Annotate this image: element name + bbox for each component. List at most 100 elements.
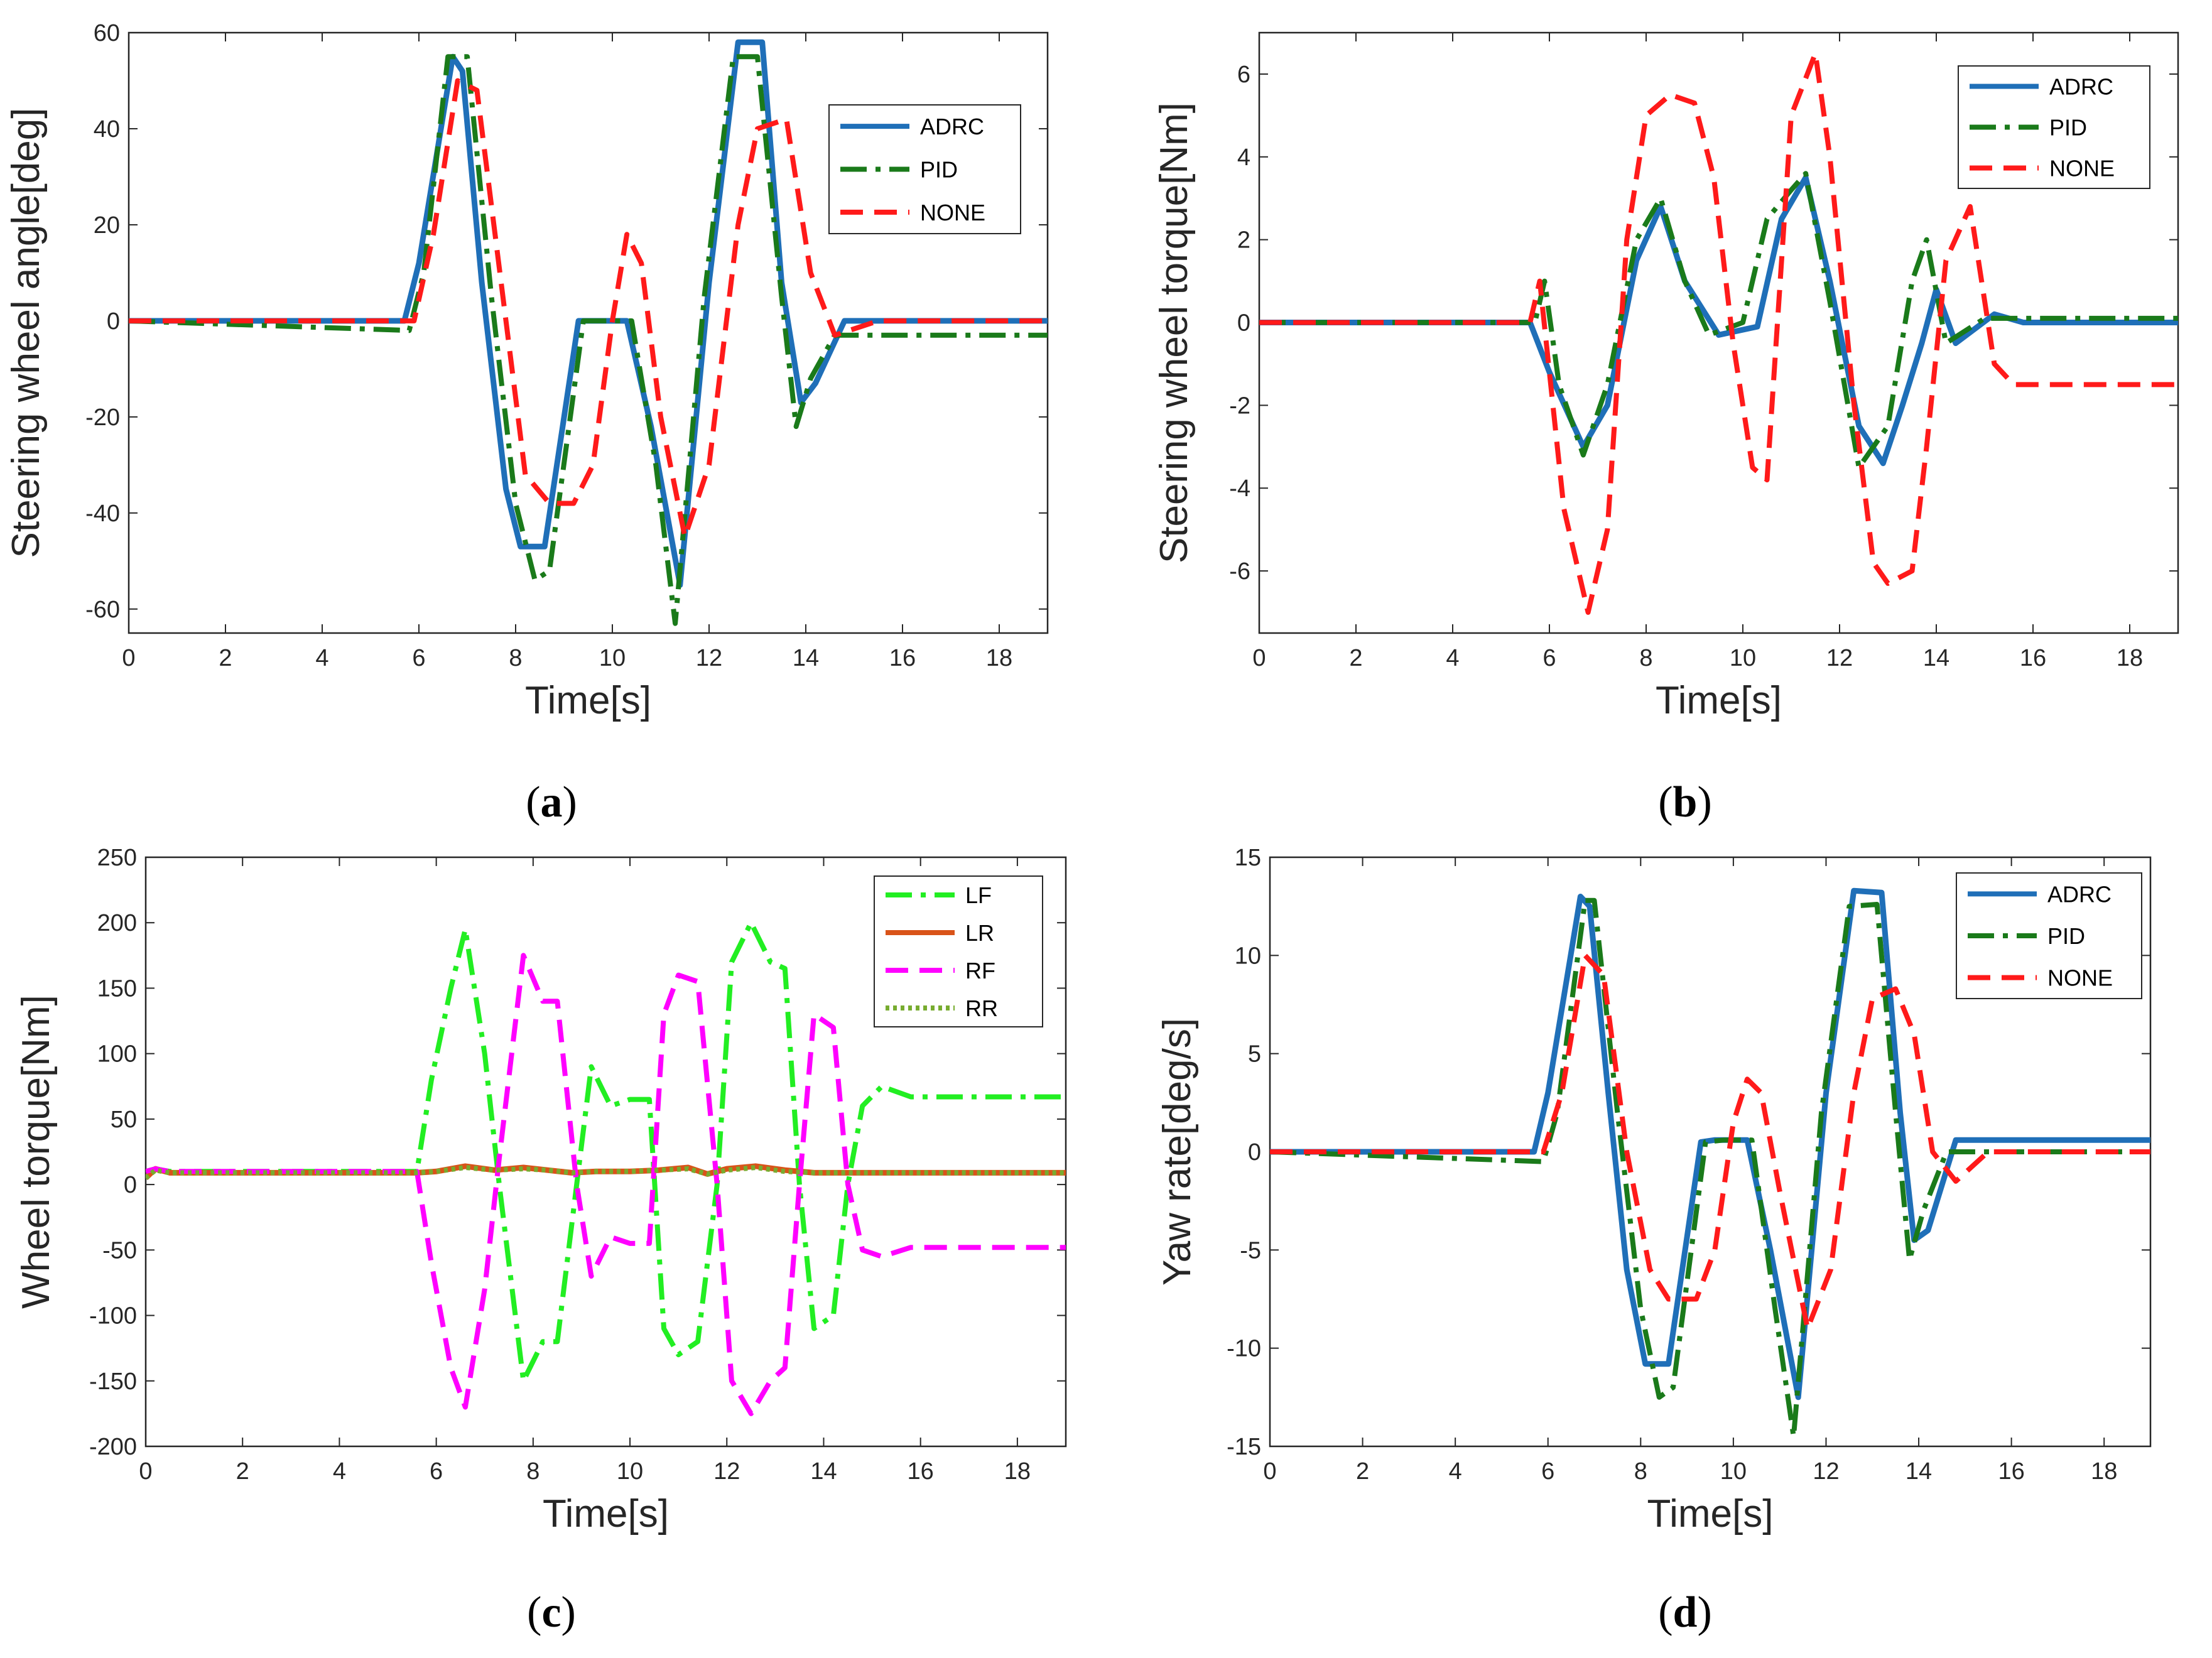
x-tick-label: 14	[793, 645, 819, 671]
legend: ADRC PID NONE	[1958, 65, 2150, 189]
y-tick-label: 50	[111, 1107, 137, 1133]
legend-label-adrc: ADRC	[2049, 74, 2113, 100]
series-line-lf	[146, 920, 1066, 1384]
legend: ADRC PID NONE	[1956, 872, 2142, 999]
legend: ADRC PID NONE	[828, 104, 1021, 234]
y-tick-label: 0	[107, 308, 120, 335]
y-axis-label: Wheel torque[Nm]	[14, 995, 58, 1309]
y-tick-label: -100	[89, 1303, 137, 1330]
legend-label-pid: PID	[2047, 923, 2085, 949]
series-line-none	[129, 78, 1048, 539]
x-tick-label: 8	[1639, 645, 1652, 671]
y-tick-label: 0	[1248, 1139, 1261, 1166]
y-tick-label: 5	[1248, 1041, 1261, 1068]
subfigure-caption: (c)	[527, 1588, 576, 1637]
y-axis-label: Steering wheel angle[deg]	[4, 108, 48, 558]
y-tick-label: 150	[97, 975, 137, 1002]
chart-d: 0 2 4 6 8 10 12 14 16 18 -15 -10 -5 0 5 10 15 Time[s] Yaw …	[1156, 845, 2152, 1637]
y-tick-label: -60	[85, 597, 120, 623]
y-axis-label: Yaw rate[deg/s]	[1156, 1018, 1199, 1286]
y-tick-label: 2	[1237, 227, 1250, 254]
x-tick-label: 18	[986, 645, 1012, 671]
legend-label-rf: RF	[965, 958, 995, 983]
x-tick-label: 4	[1449, 1458, 1462, 1485]
series-line-pid	[1259, 171, 2178, 470]
x-tick-label: 6	[1541, 1458, 1554, 1485]
chart-b: 0 2 4 6 8 10 12 14 16 18 -6 -4 -2 0 2 4 6 Time[s] Steering…	[1152, 31, 2179, 826]
x-tick-label: 8	[526, 1458, 539, 1485]
legend-label-pid: PID	[2049, 115, 2087, 141]
x-tick-label: 4	[315, 645, 328, 671]
legend-label-adrc: ADRC	[920, 114, 984, 139]
series-line-none	[1270, 953, 2150, 1331]
chart-c: 0 2 4 6 8 10 12 14 16 18 -200 -150 -100 -50 0 50 100 150 2…	[14, 845, 1067, 1637]
series-line-pid	[1270, 897, 2150, 1439]
y-tick-label: -200	[89, 1434, 137, 1460]
legend-box	[874, 875, 1043, 1027]
x-tick-label: 0	[122, 645, 135, 671]
x-tick-label: 16	[908, 1458, 934, 1485]
chart-a: 0 2 4 6 8 10 12 14 16 18 -60 -40 -20 0 20 40 60 Time[s] St…	[4, 20, 1049, 826]
y-tick-label: 60	[94, 20, 120, 46]
series-line-rf	[146, 953, 1066, 1416]
y-tick-label: -40	[85, 501, 120, 527]
subfigure-caption: (d)	[1658, 1588, 1712, 1637]
x-tick-label: 16	[889, 645, 916, 671]
subfigure-caption: (a)	[526, 778, 577, 826]
x-tick-label: 14	[810, 1458, 837, 1485]
y-tick-label: 10	[1235, 943, 1261, 969]
legend-label-none: NONE	[2049, 156, 2115, 182]
x-tick-label: 0	[139, 1458, 152, 1485]
legend-label-adrc: ADRC	[2047, 881, 2112, 907]
x-tick-label: 2	[219, 645, 232, 671]
x-tick-label: 12	[1813, 1458, 1839, 1485]
legend-label-none: NONE	[920, 200, 985, 225]
x-axis-label: Time[s]	[1647, 1492, 1774, 1536]
y-tick-label: 0	[124, 1172, 137, 1198]
x-tick-label: 10	[617, 1458, 643, 1485]
y-tick-label: -150	[89, 1368, 137, 1395]
x-tick-label: 18	[2091, 1458, 2117, 1485]
y-tick-label: 20	[94, 212, 120, 239]
y-tick-label: -50	[102, 1237, 137, 1264]
legend-label-rr: RR	[965, 995, 998, 1021]
x-tick-label: 6	[412, 645, 425, 671]
x-tick-label: 4	[1446, 645, 1459, 671]
y-tick-label: -6	[1229, 558, 1250, 585]
x-tick-label: 16	[2020, 645, 2046, 671]
x-tick-label: 0	[1263, 1458, 1276, 1485]
x-tick-label: 14	[1906, 1458, 1932, 1485]
y-tick-label: -4	[1229, 475, 1250, 502]
x-tick-label: 0	[1252, 645, 1266, 671]
x-tick-label: 14	[1923, 645, 1949, 671]
x-tick-label: 16	[1998, 1458, 2024, 1485]
legend-label-lf: LF	[965, 882, 992, 908]
y-axis-label: Steering wheel torque[Nm]	[1152, 102, 1196, 563]
x-tick-label: 8	[509, 645, 522, 671]
y-tick-label: -5	[1240, 1237, 1261, 1264]
y-tick-label: -10	[1227, 1336, 1261, 1362]
x-axis-label: Time[s]	[1656, 679, 1782, 722]
y-tick-label: 40	[94, 116, 120, 143]
series-line-none	[1259, 51, 2178, 615]
series-group	[146, 920, 1066, 1416]
y-tick-label: -2	[1229, 393, 1250, 419]
x-tick-label: 18	[2117, 645, 2143, 671]
x-tick-label: 12	[696, 645, 722, 671]
x-tick-label: 18	[1004, 1458, 1031, 1485]
x-tick-label: 6	[1542, 645, 1556, 671]
y-tick-label: -20	[85, 404, 120, 431]
y-tick-label: 15	[1235, 845, 1261, 871]
x-tick-label: 2	[236, 1458, 249, 1485]
legend-label-none: NONE	[2047, 965, 2113, 991]
x-tick-label: 2	[1349, 645, 1362, 671]
x-tick-label: 2	[1356, 1458, 1369, 1485]
y-tick-label: 4	[1237, 144, 1250, 171]
series-group	[1259, 51, 2178, 615]
x-tick-label: 4	[333, 1458, 346, 1485]
x-tick-label: 12	[713, 1458, 740, 1485]
y-tick-label: 200	[97, 910, 137, 936]
series-group	[129, 39, 1048, 626]
x-tick-label: 10	[1720, 1458, 1747, 1485]
